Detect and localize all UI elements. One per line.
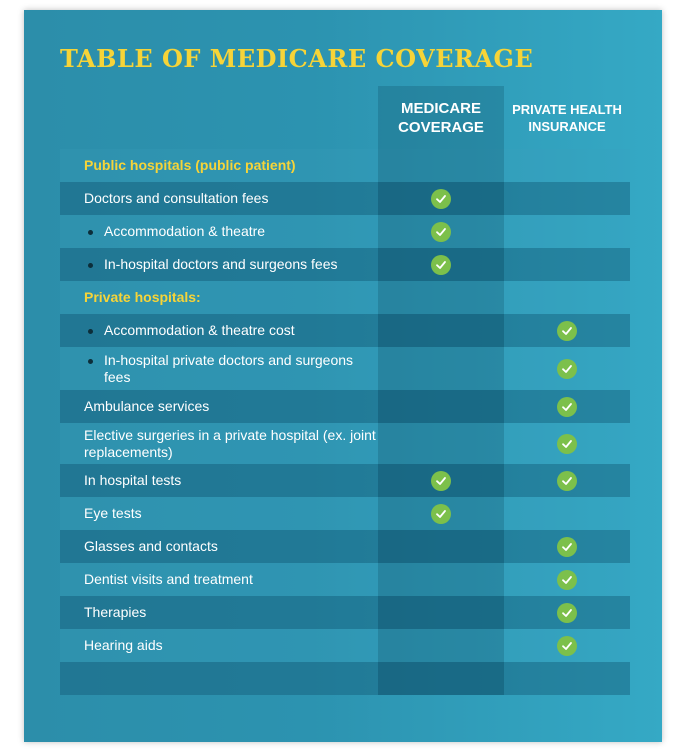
row-label: In-hospital doctors and surgeons fees — [60, 256, 378, 273]
private-cell — [504, 464, 630, 497]
table-row: In hospital tests — [60, 464, 630, 497]
private-cell — [504, 596, 630, 629]
row-label: Private hospitals: — [84, 289, 201, 305]
check-circle-icon — [431, 221, 451, 242]
table-row: Accommodation & theatre cost — [60, 314, 630, 347]
row-label: In-hospital private doctors and surgeons… — [60, 352, 378, 386]
medicare-cell — [378, 423, 504, 464]
medicare-cell — [378, 464, 504, 497]
footer-medicare-cell — [378, 662, 504, 695]
row-label: In hospital tests — [84, 472, 182, 488]
check-circle-icon — [557, 396, 577, 417]
medicare-cell — [378, 182, 504, 215]
check-circle-icon — [557, 635, 577, 656]
private-cell — [504, 281, 630, 314]
table-row: Dentist visits and treatment — [60, 563, 630, 596]
check-circle-icon — [431, 503, 451, 524]
private-cell — [504, 215, 630, 248]
medicare-cell — [378, 281, 504, 314]
medicare-cell — [378, 563, 504, 596]
table-row: Therapies — [60, 596, 630, 629]
row-label: Public hospitals (public patient) — [84, 157, 296, 173]
row-label: Eye tests — [84, 505, 142, 521]
private-cell — [504, 497, 630, 530]
row-label: Glasses and contacts — [84, 538, 218, 554]
check-circle-icon — [557, 470, 577, 491]
coverage-panel: TABLE OF MEDICARE COVERAGE MEDICARE COVE… — [24, 10, 662, 742]
private-cell — [504, 314, 630, 347]
table-row: In-hospital private doctors and surgeons… — [60, 347, 630, 390]
medicare-cell — [378, 347, 504, 390]
private-cell — [504, 629, 630, 662]
row-label: Dentist visits and treatment — [84, 571, 253, 587]
check-circle-icon — [431, 254, 451, 275]
medicare-cell — [378, 497, 504, 530]
medicare-cell — [378, 215, 504, 248]
table-row: Hearing aids — [60, 629, 630, 662]
column-header-medicare: MEDICARE COVERAGE — [378, 86, 504, 149]
table-row: Glasses and contacts — [60, 530, 630, 563]
private-cell — [504, 248, 630, 281]
table-row: Private hospitals: — [60, 281, 630, 314]
private-cell — [504, 530, 630, 563]
private-cell — [504, 182, 630, 215]
medicare-cell — [378, 596, 504, 629]
check-circle-icon — [431, 470, 451, 491]
row-label: Ambulance services — [84, 398, 210, 414]
row-label: Accommodation & theatre — [60, 223, 378, 240]
check-circle-icon — [557, 569, 577, 590]
check-circle-icon — [431, 188, 451, 209]
table-row: Accommodation & theatre — [60, 215, 630, 248]
table-row: In-hospital doctors and surgeons fees — [60, 248, 630, 281]
table-row: Eye tests — [60, 497, 630, 530]
private-cell — [504, 423, 630, 464]
medicare-cell — [378, 629, 504, 662]
check-circle-icon — [557, 536, 577, 557]
private-cell — [504, 563, 630, 596]
medicare-cell — [378, 248, 504, 281]
private-cell — [504, 347, 630, 390]
footer-private-cell — [504, 662, 630, 695]
coverage-table: MEDICARE COVERAGE PRIVATE HEALTH INSURAN… — [60, 86, 630, 695]
medicare-cell — [378, 390, 504, 423]
medicare-cell — [378, 149, 504, 182]
table-header: MEDICARE COVERAGE PRIVATE HEALTH INSURAN… — [60, 86, 630, 149]
row-label: Therapies — [84, 604, 147, 620]
row-label: Elective surgeries in a private hospital… — [84, 426, 376, 460]
check-circle-icon — [557, 602, 577, 623]
row-label: Accommodation & theatre cost — [60, 322, 378, 339]
table-row: Public hospitals (public patient) — [60, 149, 630, 182]
private-cell — [504, 390, 630, 423]
private-cell — [504, 149, 630, 182]
table-row: Doctors and consultation fees — [60, 182, 630, 215]
column-header-private: PRIVATE HEALTH INSURANCE — [512, 101, 622, 134]
page-title: TABLE OF MEDICARE COVERAGE — [60, 44, 534, 73]
medicare-cell — [378, 530, 504, 563]
check-circle-icon — [557, 358, 577, 379]
check-circle-icon — [557, 433, 577, 454]
row-label: Doctors and consultation fees — [84, 190, 269, 206]
medicare-cell — [378, 314, 504, 347]
check-circle-icon — [557, 320, 577, 341]
table-row: Ambulance services — [60, 390, 630, 423]
table-row: Elective surgeries in a private hospital… — [60, 423, 630, 464]
row-label: Hearing aids — [84, 637, 163, 653]
table-footer-row — [60, 662, 630, 695]
